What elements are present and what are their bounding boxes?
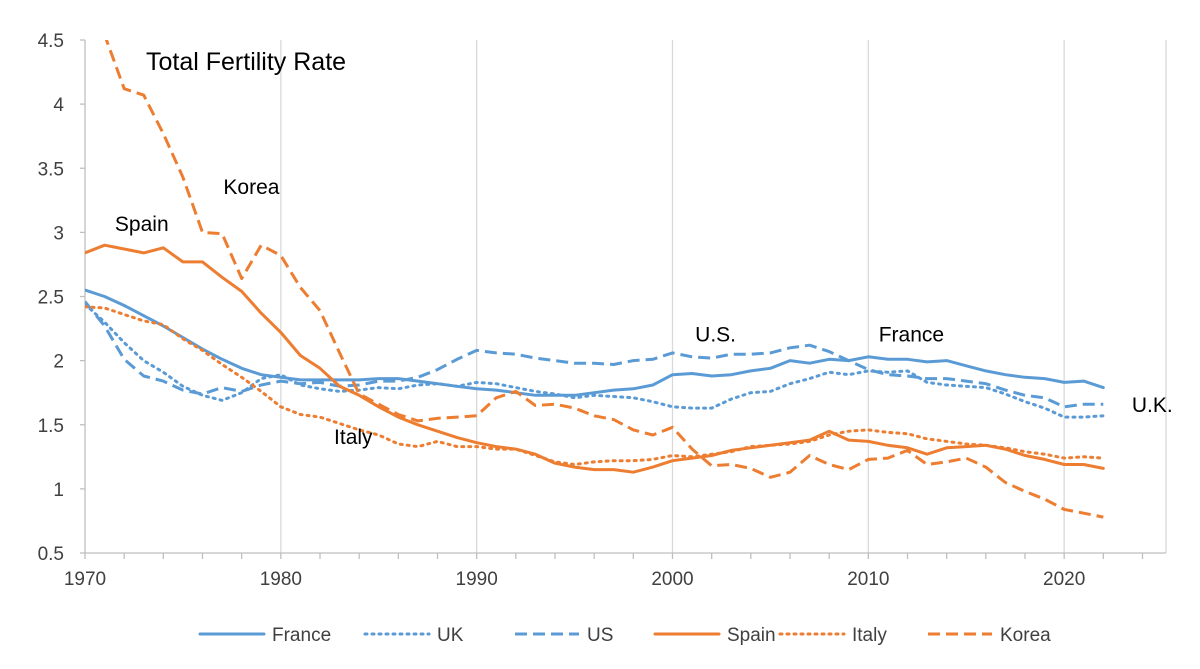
legend-label-spain: Spain <box>727 625 776 646</box>
series-line-korea <box>104 40 1104 519</box>
y-tick-label: 2 <box>53 352 64 373</box>
x-tick-label: 2020 <box>1043 569 1085 590</box>
series-line-spain <box>85 243 1105 474</box>
y-tick-label: 1 <box>53 480 64 501</box>
legend-label-france: France <box>272 625 331 646</box>
legend-label-us: US <box>587 625 613 646</box>
legend-label-korea: Korea <box>1000 625 1051 646</box>
series-line-italy <box>85 305 1105 466</box>
y-tick-label: 2.5 <box>38 288 64 309</box>
annotation-uk: U.K. <box>1132 394 1173 417</box>
series-line-france <box>85 288 1105 397</box>
x-tick-label: 2010 <box>847 569 889 590</box>
series-lines <box>85 40 1105 519</box>
x-tick-label: 1980 <box>260 569 302 590</box>
y-tick-label: 3 <box>53 223 64 244</box>
x-tick-label: 1970 <box>64 569 106 590</box>
annotation-france: France <box>879 323 944 346</box>
y-tick-label: 4.5 <box>38 31 64 52</box>
series-line-us <box>85 300 1104 409</box>
series-line-uk <box>85 302 1105 419</box>
legend-label-uk: UK <box>437 625 464 646</box>
annotation-us: U.S. <box>695 323 736 346</box>
x-tick-label: 2000 <box>651 569 693 590</box>
y-tick-label: 1.5 <box>38 416 64 437</box>
gridlines <box>80 39 1167 559</box>
y-tick-label: 0.5 <box>38 544 64 565</box>
y-tick-label: 4 <box>53 95 64 116</box>
legend-label-italy: Italy <box>852 625 887 646</box>
line-annotations: Korea Spain Italy U.S. France U.K. <box>115 176 1173 449</box>
annotation-spain: Spain <box>115 213 169 236</box>
chart-title: Total Fertility Rate <box>146 48 346 76</box>
legend: France UK US Spain Italy Korea <box>198 625 1051 646</box>
axis-tick-labels: 1970 1980 1990 2000 2010 2020 0.5 1 1.5 2 2.5 3 3.5 4… <box>38 31 1086 590</box>
x-tick-label: 1990 <box>456 569 498 590</box>
y-tick-label: 3.5 <box>38 159 64 180</box>
annotation-korea: Korea <box>223 176 279 199</box>
annotation-italy: Italy <box>334 426 373 449</box>
